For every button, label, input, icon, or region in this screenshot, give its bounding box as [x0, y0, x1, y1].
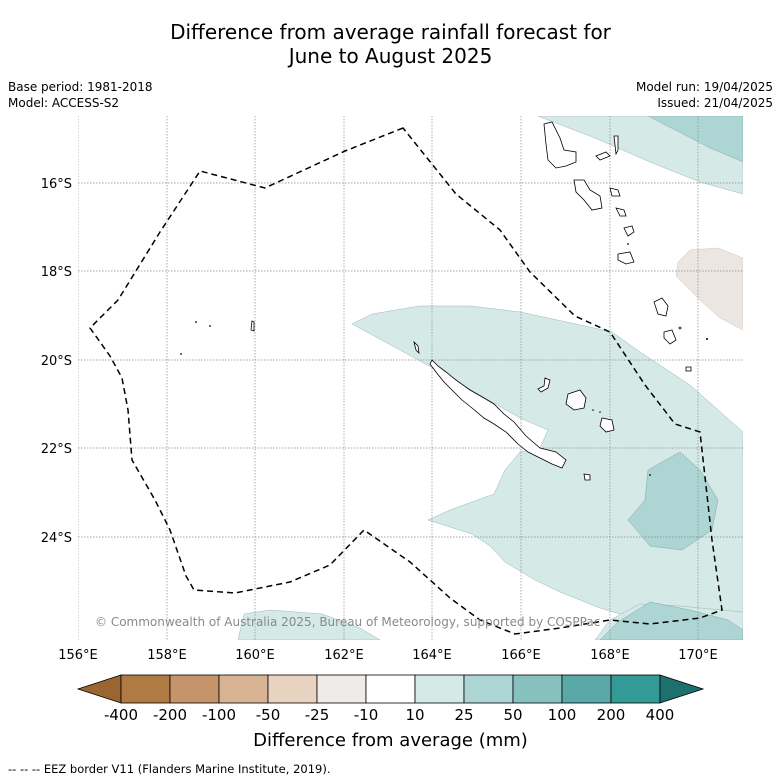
islet-dot-3 [627, 243, 629, 245]
colorbar-label: 50 [503, 706, 522, 724]
colorbar-bin [120, 674, 171, 704]
colorbar-bin [414, 674, 465, 704]
ambae-island [595, 151, 611, 161]
colorbar-title: Difference from average (mm) [253, 730, 528, 751]
wet-anomaly-area-south [237, 609, 381, 640]
colorbar-bin [610, 674, 661, 704]
colorbar-bin [267, 674, 318, 704]
model-run-label: Model run: 19/04/2025 [635, 80, 773, 94]
colorbar: -400 -200 -100 -50 -25 -10 10 25 50 100 … [76, 674, 705, 724]
colorbar-bin [169, 674, 220, 704]
erromango-island [617, 251, 635, 265]
epi-island [609, 187, 621, 197]
copyright-notice: © Commonwealth of Australia 2025, Bureau… [95, 615, 600, 629]
moderate-wet-area-east [627, 451, 719, 551]
lon-tick-label: 166°E [501, 648, 541, 663]
colorbar-label: 200 [597, 706, 626, 724]
maewo-island [613, 135, 619, 156]
lon-tick-label: 164°E [412, 648, 452, 663]
colorbar-label: -25 [305, 706, 330, 724]
map-title: Difference from average rainfall forecas… [0, 20, 781, 68]
islet-dot-4 [649, 474, 651, 476]
lon-tick-label: 158°E [147, 648, 187, 663]
belep-islands [413, 340, 420, 355]
colorbar-bin [316, 674, 367, 704]
title-line-2: June to August 2025 [288, 44, 493, 68]
islet-dot-2 [706, 338, 708, 340]
colorbar-bin [463, 674, 514, 704]
colorbar-label: 100 [548, 706, 577, 724]
title-line-1: Difference from average rainfall forecas… [170, 20, 611, 44]
lifou-island [565, 389, 587, 411]
lon-tick-label: 162°E [324, 648, 364, 663]
shepherd-islands [615, 207, 627, 217]
colorbar-label: -50 [256, 706, 281, 724]
lat-tick-label: 16°S [41, 177, 72, 192]
isle-of-pines [583, 473, 591, 481]
neutral-dry-area-east [675, 247, 743, 331]
efate-island [623, 225, 635, 237]
lat-tick-label: 24°S [41, 531, 72, 546]
islet-dot-6 [599, 411, 601, 413]
colorbar-label: 10 [405, 706, 424, 724]
tanna-island [653, 297, 669, 317]
ouvea-island [537, 377, 551, 393]
lon-tick-label: 170°E [678, 648, 718, 663]
metadata-left: Base period: 1981-2018 Model: ACCESS-S2 [8, 79, 153, 111]
malakula-island [573, 179, 603, 211]
chesterfield-islet [250, 320, 255, 332]
issued-label: Issued: 21/04/2025 [657, 96, 773, 110]
eez-footnote: -- -- -- EEZ border V11 (Flanders Marine… [8, 762, 331, 776]
colorbar-label: 25 [454, 706, 473, 724]
base-period-label: Base period: 1981-2018 [8, 80, 153, 94]
moderate-wet-area-north [647, 116, 743, 163]
longitude-tick-labels: 156°E 158°E 160°E 162°E 164°E 166°E 168°… [58, 648, 718, 663]
aneityum-island [663, 329, 677, 345]
latitude-tick-labels: 16°S 18°S 20°S 22°S 24°S [41, 177, 72, 546]
reef-islet [180, 353, 182, 355]
espiritu-santo-island [543, 121, 577, 169]
lon-tick-label: 156°E [58, 648, 98, 663]
lat-tick-label: 18°S [41, 265, 72, 280]
small-islet-east [685, 366, 692, 372]
colorbar-bin [512, 674, 563, 704]
new-caledonia-main-island [429, 359, 567, 469]
colorbar-label: -400 [104, 706, 138, 724]
colorbar-bin [561, 674, 612, 704]
colorbar-over-triangle [659, 674, 705, 704]
bellona-islet-2 [209, 325, 211, 327]
wet-anomaly-area-central [351, 305, 743, 640]
colorbar-bin [218, 674, 269, 704]
colorbar-label: -10 [354, 706, 379, 724]
colorbar-bin [365, 674, 416, 704]
lon-tick-label: 160°E [235, 648, 275, 663]
islet-dot-5 [592, 409, 594, 411]
lon-tick-label: 168°E [590, 648, 630, 663]
colorbar-label: -100 [202, 706, 236, 724]
colorbar-label: -200 [153, 706, 187, 724]
islet-dot-1 [678, 326, 682, 330]
eez-border [89, 127, 723, 635]
colorbar-under-triangle [76, 674, 122, 704]
lat-tick-label: 22°S [41, 442, 72, 457]
bellona-islet [195, 321, 197, 323]
mare-island [599, 417, 615, 433]
metadata-right: Model run: 19/04/2025 Issued: 21/04/2025 [636, 79, 773, 111]
colorbar-label: 400 [646, 706, 675, 724]
gridlines [78, 116, 743, 640]
model-label: Model: ACCESS-S2 [8, 96, 120, 110]
moderate-wet-area-southeast [599, 601, 743, 640]
lat-tick-label: 20°S [41, 354, 72, 369]
